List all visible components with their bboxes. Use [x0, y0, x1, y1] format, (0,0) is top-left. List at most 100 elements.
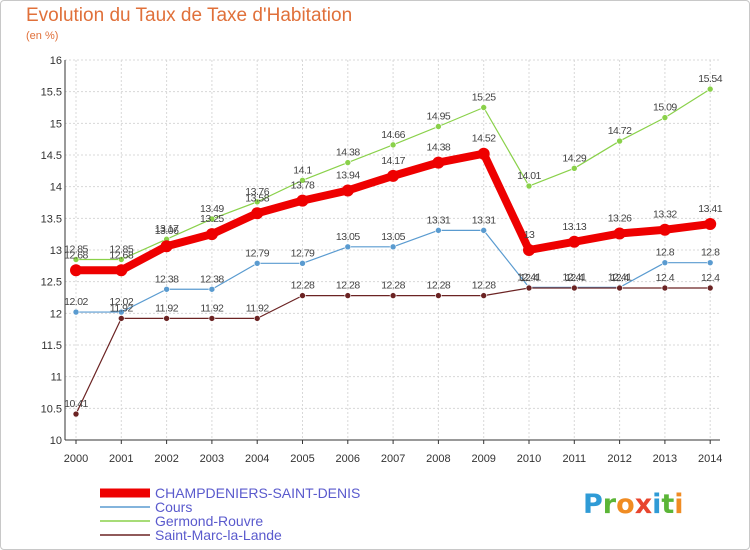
data-label-saint-marc-la-lande: 12.4: [520, 272, 539, 284]
data-point-saint-marc-la-lande: [389, 292, 397, 299]
x-tick-label: 2011: [562, 453, 586, 465]
x-tick-label: 2007: [381, 453, 405, 465]
data-label-cours: 13.05: [381, 231, 405, 243]
data-label-saint-marc-la-lande: 12.28: [336, 280, 360, 292]
x-tick-label: 2002: [154, 453, 178, 465]
data-point-champdeniers: [477, 147, 490, 160]
y-tick-label: 12.5: [41, 277, 62, 289]
data-point-cours: [480, 227, 488, 234]
logo-letter: P: [583, 489, 603, 520]
data-point-champdeniers: [70, 264, 82, 277]
data-label-cours: 12.8: [656, 247, 675, 259]
data-point-germond-rouvre: [72, 256, 80, 263]
data-point-saint-marc-la-lande: [344, 292, 352, 299]
data-label-saint-marc-la-lande: 12.28: [427, 280, 451, 292]
series-germond-rouvre: [72, 85, 714, 263]
legend-item-germond-rouvre: Germond-Rouvre: [100, 514, 360, 528]
data-label-champdeniers: 14.52: [472, 133, 496, 145]
data-label-germond-rouvre: 14.38: [336, 147, 360, 159]
x-tick-label: 2010: [517, 453, 541, 465]
data-point-cours: [435, 227, 442, 234]
x-tick-label: 2003: [200, 453, 224, 465]
legend-label-cours: Cours: [155, 499, 193, 515]
data-point-saint-marc-la-lande: [163, 315, 170, 322]
data-point-cours: [706, 259, 714, 266]
data-point-champdeniers: [205, 228, 218, 241]
data-point-cours: [208, 285, 216, 293]
y-tick-label: 15: [50, 118, 62, 130]
legend-item-cours: Cours: [100, 500, 360, 514]
data-point-germond-rouvre: [661, 114, 669, 121]
x-tick-label: 2005: [290, 453, 314, 465]
data-point-champdeniers: [704, 218, 717, 231]
data-point-saint-marc-la-lande: [299, 292, 306, 299]
data-point-germond-rouvre: [570, 165, 578, 172]
data-point-saint-marc-la-lande: [253, 315, 261, 322]
y-tick-label: 14.5: [41, 150, 62, 162]
y-tick-label: 11: [51, 372, 62, 384]
data-label-saint-marc-la-lande: 12.28: [291, 280, 315, 292]
data-point-cours: [344, 243, 352, 251]
y-tick-label: 13.5: [41, 213, 62, 225]
data-label-germond-rouvre: 15.54: [698, 73, 722, 85]
data-point-cours: [118, 308, 125, 316]
x-tick-label: 2009: [471, 453, 495, 465]
data-point-champdeniers: [432, 156, 445, 169]
series-champdeniers: [70, 147, 717, 277]
data-label-cours: 12.38: [155, 273, 179, 285]
data-label-champdeniers: 12.68: [64, 249, 88, 261]
data-point-germond-rouvre: [525, 182, 533, 190]
legend-label-germond-rouvre: Germond-Rouvre: [155, 513, 264, 529]
data-point-germond-rouvre: [208, 215, 216, 223]
data-label-saint-marc-la-lande: 12.28: [381, 280, 405, 292]
data-label-champdeniers: 13.78: [291, 180, 315, 192]
logo-letter: r: [602, 489, 617, 520]
logo-letter: x: [634, 489, 653, 520]
data-label-champdeniers: 13.32: [653, 209, 677, 221]
data-label-champdeniers: 13.25: [200, 213, 224, 225]
x-tick-label: 2001: [109, 453, 133, 465]
data-point-saint-marc-la-lande: [208, 315, 216, 322]
data-label-germond-rouvre: 12.85: [64, 244, 88, 256]
data-point-champdeniers: [115, 264, 128, 277]
data-label-champdeniers: 12.68: [109, 249, 133, 261]
legend-swatch-cours: [100, 506, 150, 508]
data-point-germond-rouvre: [616, 137, 623, 145]
data-point-germond-rouvre: [344, 159, 352, 166]
y-tick-label: 15.5: [41, 87, 62, 99]
x-tick-label: 2000: [64, 453, 88, 465]
data-point-champdeniers: [160, 240, 173, 253]
legend-item-champdeniers: CHAMPDENIERS-SAINT-DENIS: [100, 486, 360, 500]
y-tick-label: 10.5: [41, 403, 62, 415]
data-point-champdeniers: [658, 223, 671, 236]
legend-swatch-champdeniers: [100, 488, 150, 498]
data-point-champdeniers: [387, 169, 400, 182]
data-point-champdeniers: [568, 235, 581, 248]
data-label-cours: 13.31: [472, 214, 496, 226]
data-label-saint-marc-la-lande: 10.41: [64, 398, 88, 410]
data-label-germond-rouvre: 14.72: [608, 125, 632, 137]
data-label-germond-rouvre: 14.66: [381, 129, 405, 141]
data-label-saint-marc-la-lande: 12.28: [472, 280, 496, 292]
x-tick-label: 2004: [245, 453, 269, 465]
data-point-saint-marc-la-lande: [616, 284, 623, 292]
data-label-saint-marc-la-lande: 12.4: [610, 272, 629, 284]
data-label-germond-rouvre: 13.76: [245, 186, 269, 198]
data-label-champdeniers: 13: [524, 229, 535, 241]
data-label-germond-rouvre: 14.1: [293, 164, 312, 176]
data-point-germond-rouvre: [389, 141, 397, 149]
data-label-cours: 12.8: [701, 247, 720, 259]
logo-letter: o: [616, 489, 635, 520]
data-label-germond-rouvre: 14.29: [562, 152, 586, 164]
data-label-cours: 12.02: [64, 296, 88, 308]
data-point-germond-rouvre: [706, 85, 714, 93]
data-label-cours: 12.79: [245, 247, 269, 259]
data-label-cours: 12.41: [562, 271, 586, 283]
logo-letter: i: [652, 489, 662, 520]
data-point-saint-marc-la-lande: [706, 284, 714, 292]
series-saint-marc-la-lande: [72, 284, 714, 418]
data-point-champdeniers: [251, 207, 264, 220]
y-tick-label: 14: [50, 182, 62, 194]
data-label-saint-marc-la-lande: 11.92: [155, 302, 179, 314]
data-label-germond-rouvre: 14.01: [517, 170, 541, 182]
